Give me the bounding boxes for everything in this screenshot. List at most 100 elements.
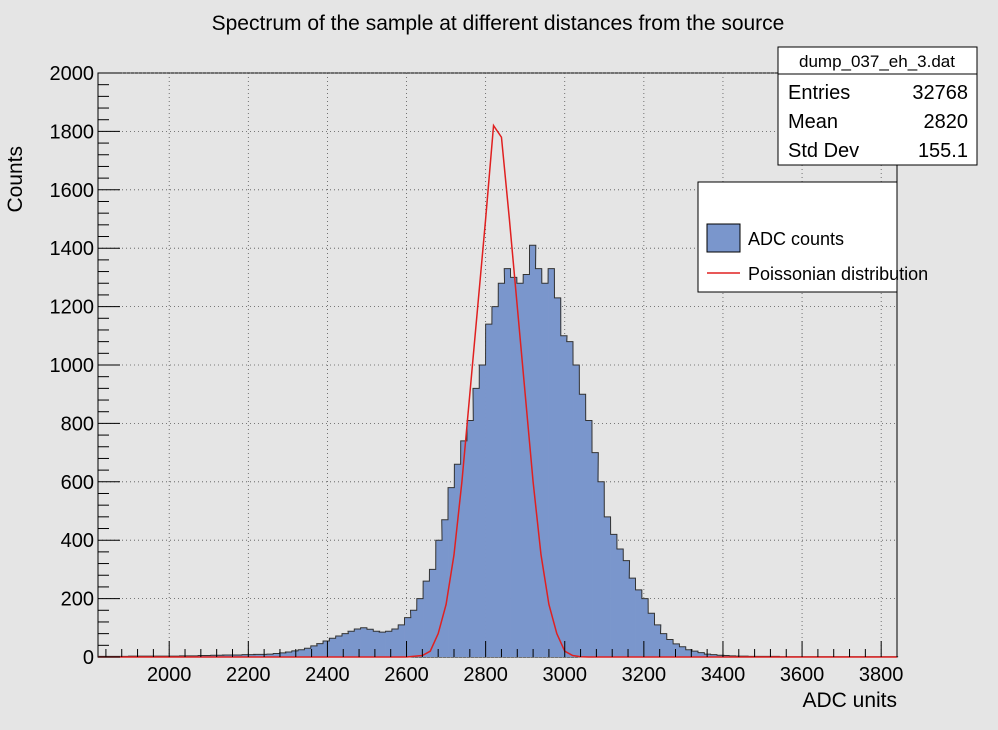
- histogram-bar: [504, 268, 511, 657]
- histogram-bar: [616, 548, 624, 657]
- histogram-bar: [279, 652, 287, 657]
- histogram-bar: [698, 652, 705, 657]
- histogram-bar: [479, 365, 486, 657]
- histogram-bar: [398, 624, 405, 657]
- legend-label-poissonian: Poissonian distribution: [748, 264, 928, 284]
- histogram-bar: [360, 627, 368, 657]
- histogram-bar: [342, 633, 349, 657]
- histogram-bar: [717, 655, 724, 657]
- x-tick-label: 3600: [780, 664, 825, 686]
- histogram-bar: [335, 635, 343, 657]
- histogram-bar: [573, 365, 580, 657]
- histogram-bar: [654, 624, 662, 657]
- y-tick-label: 200: [61, 589, 94, 611]
- histogram-bar: [222, 654, 230, 657]
- histogram-bar: [217, 655, 224, 657]
- axes: 2000 2200 2400 2600 2800 3000 3200 3400 3600 3800…: [50, 63, 904, 686]
- stats-label-stddev: Std Dev: [788, 140, 859, 162]
- stats-value-mean: 2820: [924, 111, 969, 133]
- y-tick-label: 1600: [50, 180, 95, 202]
- histogram-bar: [416, 598, 424, 657]
- histogram-bar: [248, 654, 255, 657]
- histogram-bar: [329, 638, 337, 657]
- histogram-bar: [666, 639, 674, 657]
- histogram-bar: [679, 646, 687, 657]
- histogram-bar: [404, 617, 412, 657]
- histogram-bar: [254, 654, 261, 657]
- x-tick-label: 2000: [147, 664, 192, 686]
- histogram-bar: [273, 653, 280, 657]
- histogram-bar: [373, 631, 380, 657]
- legend: ADC counts Poissonian distribution: [697, 181, 928, 293]
- y-tick-label: 0: [83, 647, 94, 669]
- histogram-bar: [579, 394, 587, 657]
- stats-value-entries: 32768: [912, 82, 968, 104]
- histogram-bar: [541, 283, 549, 657]
- histogram-bar: [535, 268, 543, 657]
- histogram-bar: [560, 335, 568, 657]
- histogram-bar: [685, 649, 693, 657]
- histogram-bar: [298, 649, 305, 657]
- x-tick-label: 2400: [305, 664, 350, 686]
- histogram-bar: [235, 654, 243, 657]
- histogram-bar: [454, 464, 462, 657]
- histogram-bar: [266, 654, 274, 657]
- histogram-bar: [648, 613, 655, 657]
- histogram-bar: [554, 297, 562, 657]
- chart-title: Spectrum of the sample at different dist…: [212, 12, 785, 35]
- y-tick-label: 800: [61, 413, 94, 435]
- y-tick-label: 1200: [50, 297, 95, 319]
- histogram-bar: [529, 245, 537, 657]
- y-tick-label: 1000: [50, 355, 95, 377]
- histogram-bar: [597, 481, 605, 657]
- histogram-bar: [566, 341, 574, 657]
- histogram-bar: [379, 632, 386, 657]
- x-tick-label: 3800: [859, 664, 904, 686]
- histogram-bar: [585, 420, 593, 657]
- histogram-bar: [285, 652, 293, 657]
- x-axis-label: ADC units: [802, 689, 897, 712]
- histogram-bar: [410, 610, 418, 657]
- stats-box-title: dump_037_eh_3.dat: [799, 52, 955, 71]
- histogram-bar: [460, 440, 468, 657]
- histogram-bar: [491, 306, 499, 657]
- stats-label-entries: Entries: [788, 82, 850, 104]
- histogram-bar: [429, 569, 437, 657]
- histogram-bar: [635, 589, 643, 657]
- histogram-bar: [467, 420, 474, 657]
- x-tick-label: 2600: [384, 664, 429, 686]
- stats-value-stddev: 155.1: [918, 140, 968, 162]
- y-tick-label: 400: [61, 530, 94, 552]
- legend-swatch-adc-counts: [706, 223, 741, 253]
- histogram-bar: [366, 629, 374, 657]
- x-tick-label: 3200: [622, 664, 667, 686]
- histogram-bar: [423, 581, 430, 657]
- y-tick-label: 1400: [50, 238, 95, 260]
- histogram-bar: [704, 654, 712, 657]
- stats-box-frame: [777, 46, 978, 166]
- histogram-bar: [516, 283, 524, 657]
- histogram-bar: [610, 534, 618, 657]
- x-tick-label: 3000: [542, 664, 587, 686]
- y-tick-label: 1800: [50, 121, 95, 143]
- x-tick-label: 2200: [226, 664, 271, 686]
- stats-box: dump_037_eh_3.dat Entries 32768 Mean 282…: [777, 46, 978, 166]
- histogram-bar: [291, 650, 299, 657]
- histogram-bar: [391, 628, 399, 657]
- histogram-bar: [304, 648, 312, 657]
- histogram-bar: [323, 640, 330, 657]
- histogram-bar: [548, 268, 555, 657]
- histogram-bar: [523, 274, 530, 657]
- histogram-bar: [710, 654, 718, 657]
- histogram-bar: [347, 631, 355, 657]
- histogram-bar: [629, 578, 636, 657]
- histogram-bar: [660, 633, 668, 657]
- histogram-bar: [498, 283, 505, 657]
- x-tick-label: 3400: [701, 664, 746, 686]
- histogram-bar: [354, 628, 361, 657]
- histogram-bar: [510, 277, 518, 657]
- histogram-bar: [435, 540, 443, 657]
- histogram-bar: [310, 645, 318, 657]
- histogram-bar: [623, 560, 630, 657]
